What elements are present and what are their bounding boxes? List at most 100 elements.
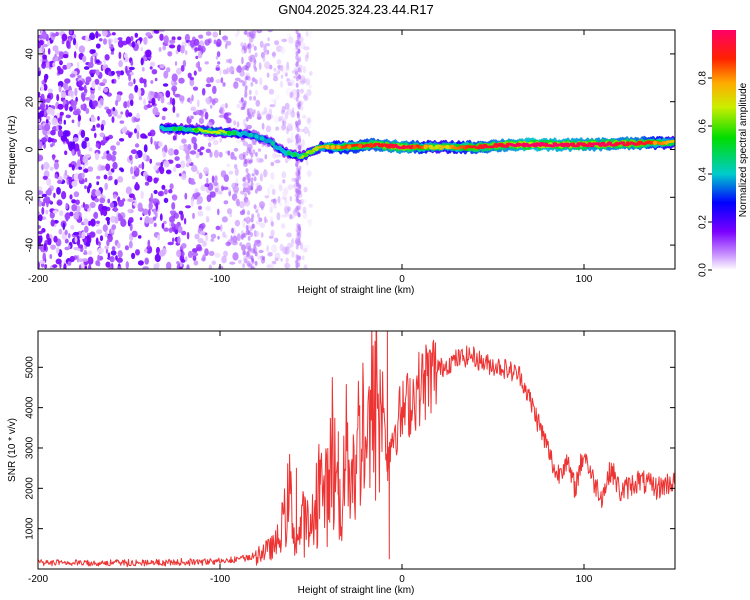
noise-blob: [308, 84, 312, 89]
noise-blob: [77, 114, 82, 122]
noise-blob: [52, 62, 56, 68]
ridge-peak: [314, 146, 319, 152]
noise-blob: [205, 148, 211, 153]
noise-blob: [206, 77, 212, 84]
noise-blob: [157, 94, 161, 102]
noise-blob: [135, 113, 141, 119]
noise-blob: [153, 222, 157, 227]
noise-blob: [117, 213, 121, 219]
noise-blob: [125, 261, 129, 269]
noise-blob: [272, 198, 277, 205]
noise-blob: [71, 119, 75, 124]
ridge-peak: [401, 144, 406, 150]
noise-blob: [47, 48, 51, 55]
ridge-peak: [330, 144, 335, 150]
noise-blob: [228, 187, 231, 192]
noise-blob: [284, 102, 290, 110]
noise-blob: [85, 80, 90, 86]
noise-blob: [279, 201, 283, 207]
noise-blob: [58, 56, 61, 62]
noise-blob: [289, 249, 293, 253]
noise-blob: [149, 61, 156, 67]
colorbar-gradient: [712, 30, 736, 270]
noise-blob: [125, 36, 132, 45]
noise-blob: [158, 166, 162, 172]
noise-blob: [38, 235, 43, 244]
noise-band-blob: [244, 258, 247, 264]
noise-blob: [197, 148, 202, 153]
noise-blob: [280, 64, 284, 73]
noise-blob: [94, 78, 100, 85]
noise-blob: [89, 93, 96, 101]
noise-blob: [45, 115, 51, 121]
ridge-peak: [232, 131, 237, 136]
noise-blob: [141, 161, 145, 170]
noise-band-blob: [253, 204, 257, 210]
noise-blob: [220, 104, 226, 108]
noise-band-blob: [296, 205, 300, 211]
noise-blob: [204, 183, 210, 188]
noise-blob: [192, 252, 199, 257]
noise-blob: [197, 237, 204, 244]
noise-blob: [98, 241, 101, 247]
noise-blob: [225, 43, 228, 49]
noise-band-blob: [295, 122, 299, 128]
noise-blob: [215, 56, 219, 60]
noise-blob: [163, 227, 169, 232]
noise-blob: [169, 97, 173, 105]
noise-blob: [88, 250, 93, 256]
noise-blob: [171, 73, 178, 82]
noise-blob: [96, 175, 101, 180]
noise-blob: [182, 60, 187, 67]
noise-blob: [134, 128, 137, 134]
noise-blob: [196, 244, 202, 251]
noise-blob: [241, 56, 244, 65]
noise-blob: [306, 89, 312, 97]
noise-blob: [204, 111, 209, 120]
noise-blob: [289, 196, 292, 202]
noise-blob: [115, 99, 119, 107]
noise-blob: [176, 113, 180, 118]
noise-blob: [287, 137, 291, 144]
noise-blob: [206, 177, 209, 184]
noise-blob: [38, 106, 41, 111]
noise-blob: [245, 216, 250, 222]
noise-blob: [251, 77, 256, 83]
noise-blob: [272, 152, 277, 159]
noise-blob: [212, 139, 219, 146]
noise-blob: [155, 246, 161, 255]
noise-blob: [64, 78, 71, 84]
noise-blob: [264, 170, 269, 176]
noise-blob: [135, 249, 140, 256]
noise-blob: [146, 104, 153, 108]
noise-blob: [177, 36, 182, 41]
noise-blob: [99, 235, 104, 242]
noise-blob: [88, 147, 93, 152]
noise-blob: [118, 51, 122, 60]
noise-blob: [38, 230, 43, 235]
noise-band-blob: [248, 114, 252, 120]
noise-blob: [163, 35, 169, 44]
noise-blob: [302, 199, 308, 204]
noise-blob: [284, 72, 288, 77]
colorbar-tick-label-3: 0.6: [698, 119, 709, 133]
noise-blob: [256, 110, 261, 118]
noise-blob: [272, 204, 277, 209]
noise-blob: [282, 196, 287, 200]
noise-blob: [303, 264, 308, 269]
ridge-peak: [614, 141, 619, 147]
noise-blob: [249, 37, 252, 45]
noise-blob: [282, 179, 286, 184]
noise-blob: [229, 261, 236, 265]
noise-band-blob: [254, 52, 258, 58]
noise-blob: [214, 187, 219, 193]
noise-blob: [38, 118, 41, 123]
noise-blob: [234, 164, 238, 169]
spec-x-label-2: 0: [399, 274, 405, 285]
noise-blob: [278, 183, 282, 188]
noise-blob: [246, 124, 252, 130]
noise-blob: [42, 252, 46, 262]
noise-blob: [51, 108, 55, 116]
noise-blob: [181, 138, 187, 144]
noise-band-blob: [295, 82, 299, 88]
